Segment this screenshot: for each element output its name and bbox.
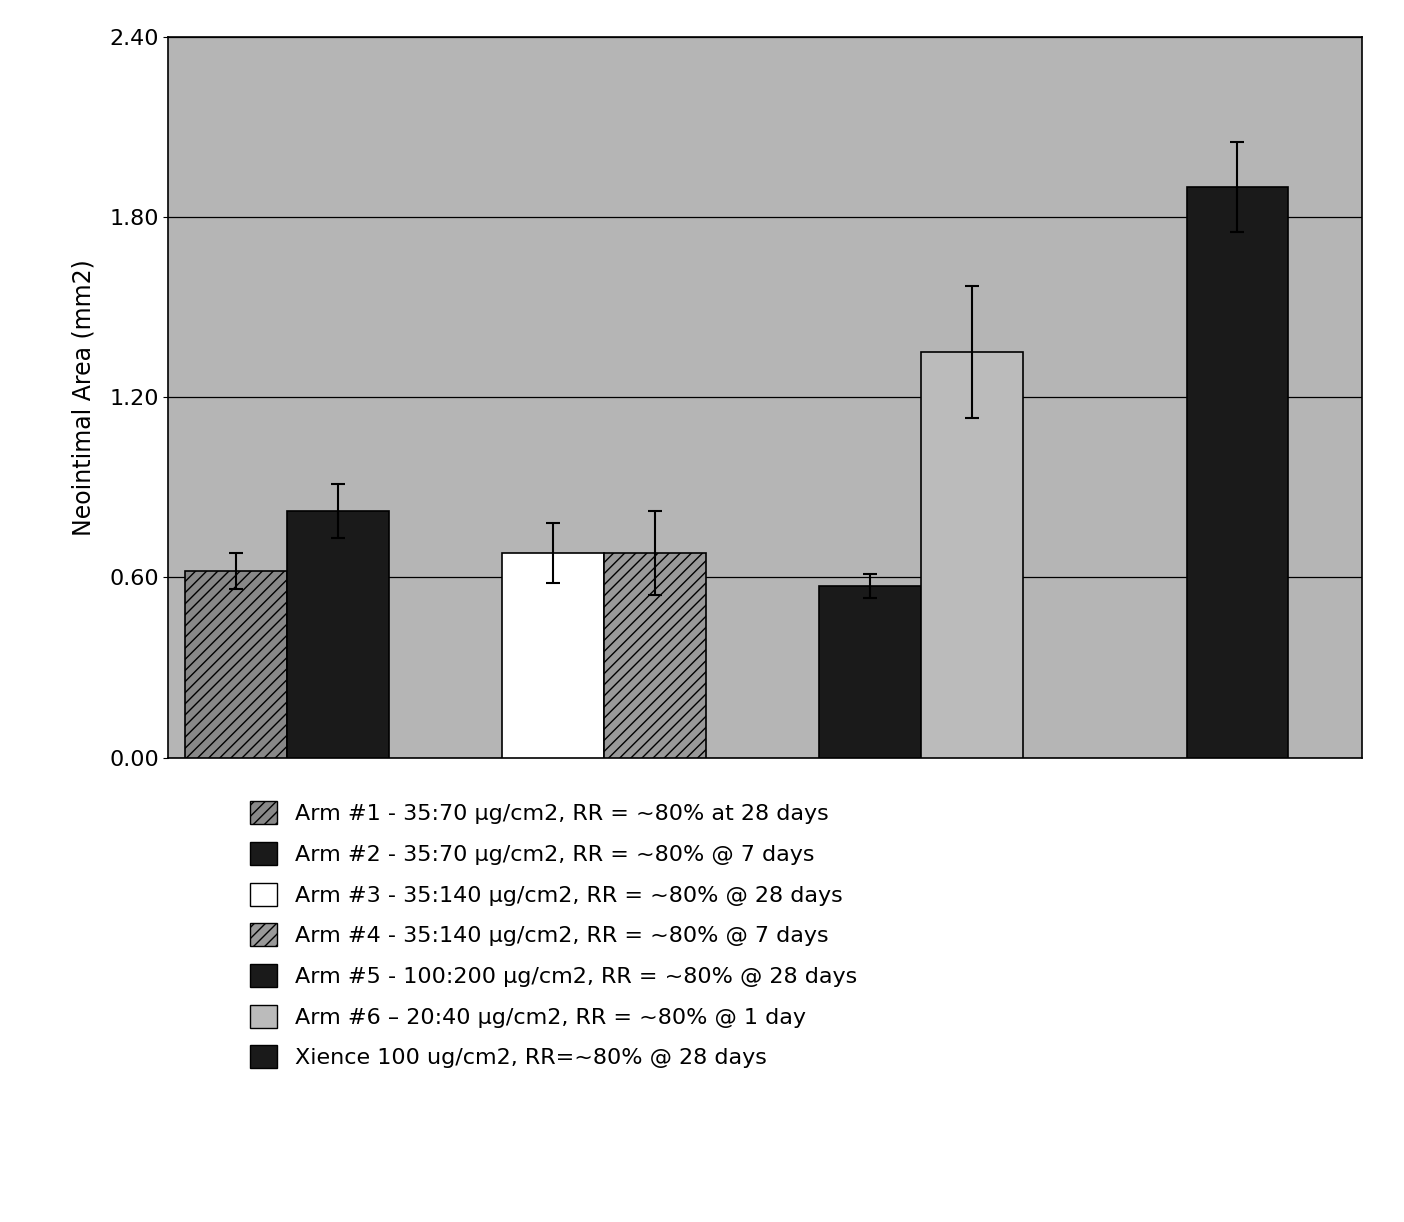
Bar <box>185 572 288 758</box>
Bar <box>503 554 604 758</box>
Legend: Arm #1 - 35:70 μg/cm2, RR = ~80% at 28 days, Arm #2 - 35:70 μg/cm2, RR = ~80% @ : Arm #1 - 35:70 μg/cm2, RR = ~80% at 28 d… <box>239 791 868 1079</box>
Bar <box>819 587 921 758</box>
Bar <box>921 352 1022 758</box>
Bar <box>1186 187 1289 758</box>
Bar <box>604 554 706 758</box>
Bar <box>288 511 389 758</box>
Y-axis label: Neointimal Area (mm2): Neointimal Area (mm2) <box>72 259 95 535</box>
